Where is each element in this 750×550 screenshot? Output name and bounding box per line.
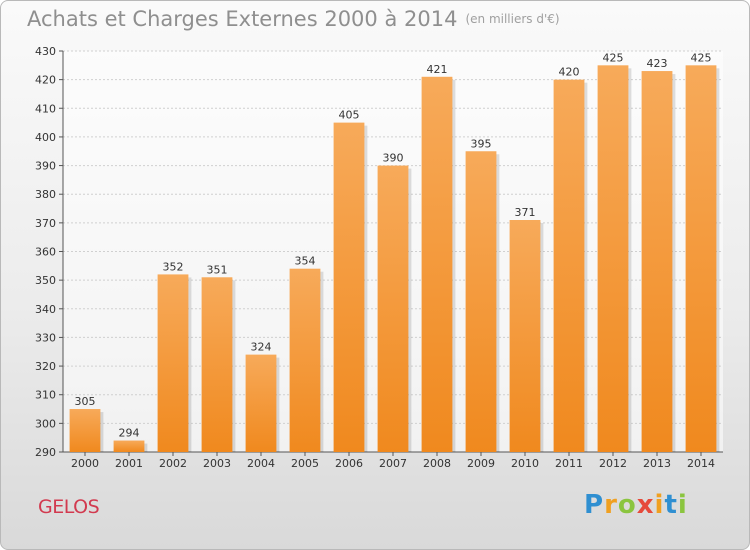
y-tick-label: 370 [35, 217, 56, 230]
x-tick-label: 2014 [687, 457, 715, 470]
data-label: 354 [295, 255, 316, 268]
y-tick-label: 400 [35, 131, 56, 144]
x-tick-label: 2007 [379, 457, 407, 470]
proxiti-logo[interactable]: Proxiti [584, 490, 688, 520]
town-name: GELOS [38, 496, 100, 518]
y-tick-label: 320 [35, 360, 56, 373]
x-tick-label: 2009 [467, 457, 495, 470]
y-tick-label: 360 [35, 246, 56, 259]
data-label: 294 [119, 427, 140, 440]
bar [113, 440, 145, 452]
y-tick-label: 310 [35, 389, 56, 402]
bar [553, 79, 585, 453]
bar [333, 122, 365, 452]
bar [201, 277, 233, 452]
data-label: 352 [163, 260, 184, 273]
x-tick-label: 2008 [423, 457, 451, 470]
y-tick-label: 430 [35, 45, 56, 58]
x-tick-label: 2002 [159, 457, 187, 470]
y-tick-label: 390 [35, 160, 56, 173]
title-unit: (en milliers d'€) [465, 12, 560, 26]
data-label: 425 [691, 51, 712, 64]
data-label: 371 [515, 206, 536, 219]
title-text: Achats et Charges Externes 2000 à 2014 [27, 7, 458, 31]
x-tick-label: 2003 [203, 457, 231, 470]
bar [509, 219, 541, 452]
x-tick-label: 2001 [115, 457, 143, 470]
y-tick-label: 350 [35, 274, 56, 287]
bar [421, 76, 453, 453]
x-tick-label: 2004 [247, 457, 275, 470]
y-tick-label: 290 [35, 446, 56, 459]
x-tick-label: 2005 [291, 457, 319, 470]
y-tick-label: 380 [35, 188, 56, 201]
y-tick-label: 330 [35, 331, 56, 344]
data-label: 351 [207, 263, 228, 276]
bar [641, 71, 673, 453]
bar [289, 268, 321, 452]
bar [69, 409, 101, 452]
y-tick-label: 420 [35, 74, 56, 87]
x-tick-label: 2006 [335, 457, 363, 470]
y-tick-label: 340 [35, 303, 56, 316]
bar [597, 65, 629, 453]
bar [157, 274, 189, 452]
x-tick-label: 2011 [555, 457, 583, 470]
data-label: 423 [647, 57, 668, 70]
y-tick-label: 300 [35, 417, 56, 430]
x-tick-label: 2000 [71, 457, 99, 470]
y-tick-label: 410 [35, 102, 56, 115]
data-label: 405 [339, 109, 360, 122]
data-label: 420 [559, 66, 580, 79]
bar [685, 65, 717, 453]
bar [465, 151, 497, 452]
x-tick-label: 2010 [511, 457, 539, 470]
chart-title: Achats et Charges Externes 2000 à 2014 (e… [27, 7, 560, 31]
data-label: 421 [427, 63, 448, 76]
data-label: 395 [471, 137, 492, 150]
x-tick-label: 2013 [643, 457, 671, 470]
bar [377, 165, 409, 453]
data-label: 390 [383, 152, 404, 165]
x-tick-label: 2012 [599, 457, 627, 470]
bar [245, 354, 277, 452]
data-label: 305 [75, 395, 96, 408]
data-label: 425 [603, 51, 624, 64]
data-label: 324 [251, 341, 272, 354]
